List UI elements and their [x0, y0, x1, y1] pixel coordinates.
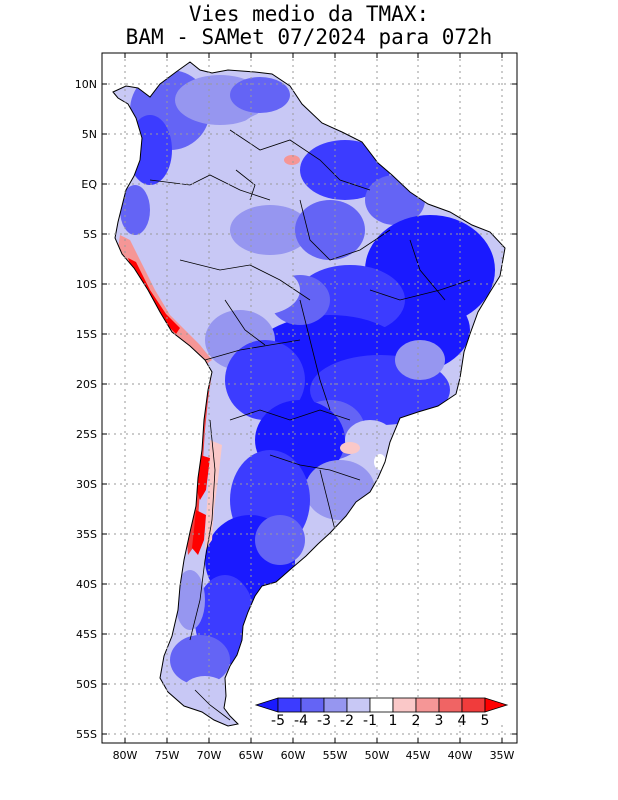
lon-label: 80W: [113, 749, 138, 762]
colorbar-label: 3: [435, 713, 444, 729]
colorbar-box: [369, 697, 394, 713]
lat-label: 5N: [82, 128, 97, 141]
graticule: [102, 53, 517, 743]
lat-label: 15S: [76, 328, 97, 341]
colorbar-box: [415, 697, 440, 713]
colorbar-label: -2: [340, 713, 354, 729]
lon-label: 60W: [281, 749, 306, 762]
colorbar-box: [323, 697, 348, 713]
colorbar-label: 2: [412, 713, 421, 729]
lat-label: 50S: [76, 678, 97, 691]
lat-label: 10S: [76, 278, 97, 291]
colorbar-label: -4: [294, 713, 308, 729]
lon-label: 50W: [365, 749, 390, 762]
lon-label: 55W: [323, 749, 348, 762]
colorbar-box: [346, 697, 371, 713]
lat-label: 10N: [75, 78, 97, 91]
colorbar-box: [300, 697, 325, 713]
map-frame: [101, 52, 518, 744]
colorbar-arrow-high: [484, 697, 509, 713]
colorbar-label: -5: [271, 713, 285, 729]
latitude-labels: 10N 5N EQ 5S 10S 15S 20S 25S 30S 35S 40S 45S 50S 55S: [75, 78, 517, 741]
lon-label: 35W: [490, 749, 515, 762]
colorbar-label: -3: [317, 713, 331, 729]
colorbar-label: 1: [389, 713, 398, 729]
lat-label: 20S: [76, 378, 97, 391]
longitude-labels: 80W 75W 70W 65W 60W 55W 50W 45W 40W 35W: [113, 53, 515, 762]
lat-label: 30S: [76, 478, 97, 491]
lat-label: 55S: [76, 728, 97, 741]
lon-label: 40W: [448, 749, 473, 762]
lon-label: 75W: [155, 749, 180, 762]
colorbar-label: -1: [363, 713, 377, 729]
map-title-line2: BAM - SAMet 07/2024 para 072h: [125, 25, 493, 49]
colorbar-label: 5: [481, 713, 490, 729]
map-title-line1: Vies medio da TMAX:: [188, 2, 430, 26]
colorbar-box: [392, 697, 417, 713]
lon-label: 65W: [239, 749, 264, 762]
colorbar-box: [438, 697, 463, 713]
colorbar-box: [461, 697, 486, 713]
lat-label: 35S: [76, 528, 97, 541]
lon-label: 45W: [406, 749, 431, 762]
lon-label: 70W: [197, 749, 222, 762]
lat-label: 5S: [83, 228, 97, 241]
lat-label: EQ: [81, 178, 97, 191]
lat-label: 40S: [76, 578, 97, 591]
colorbar-box: [277, 697, 302, 713]
colorbar: -5 -4 -3 -2 -1 1 2 3 4 5: [254, 697, 512, 729]
lat-label: 25S: [76, 428, 97, 441]
lat-label: 45S: [76, 628, 97, 641]
colorbar-label: 4: [458, 713, 467, 729]
